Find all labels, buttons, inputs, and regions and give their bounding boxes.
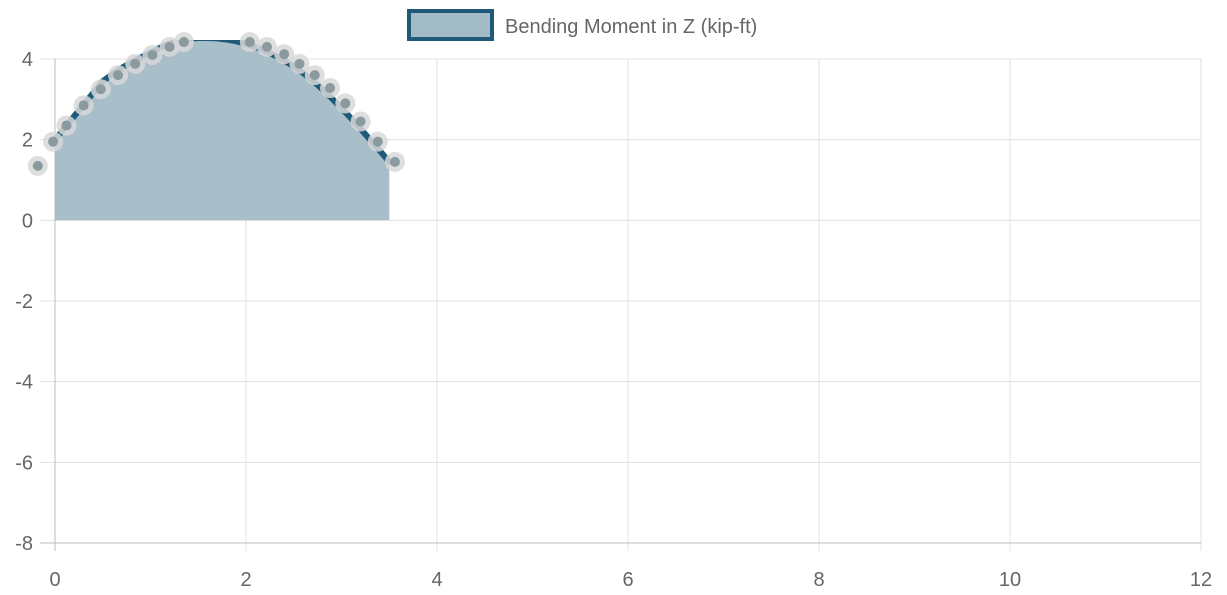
x-tick-label: 12 — [1190, 569, 1212, 591]
series-area-fill — [55, 40, 390, 221]
data-point — [279, 49, 290, 60]
plot-area — [52, 40, 393, 221]
data-point — [147, 49, 158, 60]
x-tick-label: 0 — [49, 569, 60, 591]
y-tick-label: -6 — [15, 452, 33, 474]
legend-swatch[interactable] — [407, 9, 494, 41]
legend-label: Bending Moment in Z (kip-ft) — [505, 16, 757, 38]
y-axis-ticks: 4 2 0 -2 -4 -6 -8 — [15, 49, 33, 555]
y-tick-label: -4 — [15, 372, 33, 394]
data-point — [262, 41, 273, 52]
grid — [40, 58, 1202, 551]
data-point — [61, 120, 72, 131]
legend[interactable]: Bending Moment in Z (kip-ft) — [407, 9, 757, 41]
data-point — [178, 37, 189, 48]
y-tick-label: 0 — [22, 210, 33, 232]
data-point — [32, 160, 43, 171]
data-point — [113, 70, 124, 81]
data-point — [355, 116, 366, 127]
x-tick-label: 8 — [813, 569, 824, 591]
y-tick-label: -2 — [15, 291, 33, 313]
y-tick-label: -8 — [15, 533, 33, 555]
x-tick-label: 10 — [999, 569, 1021, 591]
x-tick-label: 2 — [240, 569, 251, 591]
x-tick-label: 6 — [622, 569, 633, 591]
y-tick-label: 4 — [22, 49, 33, 71]
data-point — [340, 98, 351, 109]
data-point — [130, 58, 141, 69]
data-point — [244, 37, 255, 48]
data-point — [48, 136, 59, 147]
data-points — [27, 32, 405, 176]
x-tick-label: 4 — [431, 569, 442, 591]
data-point — [294, 58, 305, 69]
data-point — [309, 70, 320, 81]
data-point — [164, 41, 175, 52]
data-point — [325, 83, 336, 94]
y-tick-label: 2 — [22, 130, 33, 152]
data-point — [78, 100, 89, 111]
x-axis-ticks: 0 2 4 6 8 10 12 — [49, 569, 1212, 591]
data-point — [95, 84, 106, 95]
data-point — [372, 136, 383, 147]
data-point — [389, 156, 400, 167]
